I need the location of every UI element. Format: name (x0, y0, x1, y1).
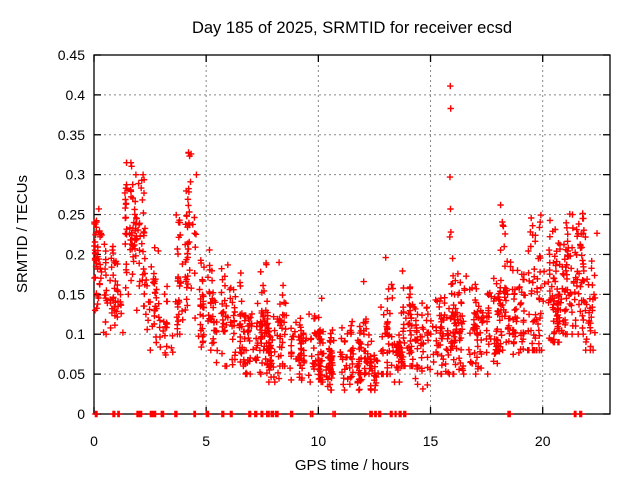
y-tick-labels: 0 0.05 0.1 0.15 0.2 0.25 0.3 0.35 0.4 0.45 (58, 47, 85, 422)
x-tick-label: 20 (535, 433, 551, 449)
y-tick-label: 0.4 (66, 87, 86, 103)
y-tick-label: 0.25 (58, 207, 85, 223)
x-axis-label: GPS time / hours (295, 457, 409, 474)
x-tick-labels: 0 5 10 15 20 (90, 433, 551, 449)
y-tick-label: 0.3 (66, 167, 86, 183)
y-tick-label: 0 (77, 406, 85, 422)
scatter-points (91, 82, 601, 394)
y-tick-label: 0.2 (66, 246, 86, 262)
x-tick-label: 10 (311, 433, 327, 449)
x-tick-label: 5 (202, 433, 210, 449)
zero-value-points (92, 410, 585, 418)
y-axis-label: SRMTID / TECUs (14, 175, 31, 293)
y-tick-label: 0.35 (58, 127, 85, 143)
y-tick-label: 0.1 (66, 326, 86, 342)
x-tick-label: 15 (423, 433, 439, 449)
y-tick-label: 0.15 (58, 286, 85, 302)
y-tick-label: 0.05 (58, 366, 85, 382)
y-tick-label: 0.45 (58, 47, 85, 63)
axis-ticks (93, 54, 610, 415)
x-tick-label: 0 (90, 433, 98, 449)
chart-title: Day 185 of 2025, SRMTID for receiver ecs… (192, 19, 512, 37)
